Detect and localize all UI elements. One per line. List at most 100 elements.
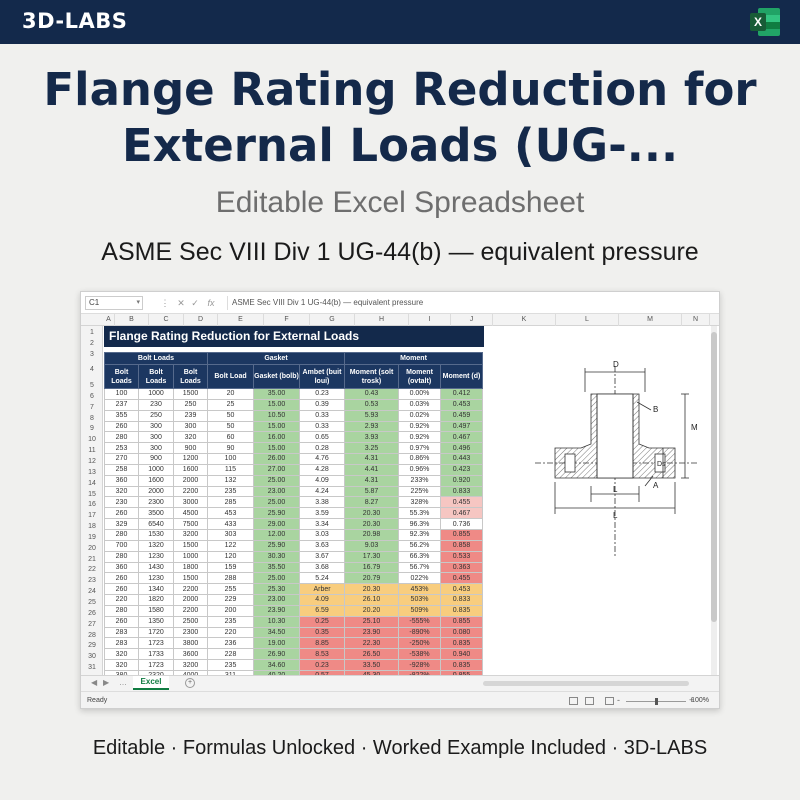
table-cell[interactable]: 1530 (138, 528, 174, 541)
column-header-i[interactable]: I (409, 314, 451, 326)
row-header[interactable]: 10 (88, 436, 96, 444)
table-cell[interactable]: 236 (207, 637, 254, 650)
table-cell[interactable]: 29.00 (253, 518, 300, 530)
table-cell[interactable]: 92.3% (398, 528, 441, 541)
table-cell[interactable]: 25 (207, 398, 254, 411)
table-cell[interactable]: 3600 (173, 648, 208, 661)
table-cell[interactable]: 233% (398, 474, 441, 487)
row-header[interactable]: 22 (88, 566, 96, 574)
table-cell[interactable]: 0.455 (440, 496, 483, 509)
table-cell[interactable]: 0.455 (440, 572, 483, 585)
table-cell[interactable]: 15.00 (253, 442, 300, 455)
row-header[interactable]: 11 (88, 447, 96, 455)
column-header-l[interactable]: L (556, 314, 619, 326)
vertical-scrollbar[interactable] (711, 326, 717, 675)
table-cell[interactable]: 0.97% (398, 442, 441, 455)
table-cell[interactable]: 1580 (138, 604, 174, 617)
name-box[interactable]: C1 ▾ (85, 296, 143, 310)
table-cell[interactable]: 96.3% (398, 518, 441, 530)
table-cell[interactable]: 60 (207, 431, 254, 444)
table-cell[interactable]: 1820 (138, 594, 174, 606)
table-cell[interactable]: 56.7% (398, 561, 441, 574)
enter-icon[interactable]: ✓ (191, 298, 199, 308)
table-cell[interactable]: 0.00% (398, 388, 441, 400)
table-cell[interactable]: 0.23 (299, 659, 345, 671)
row-header[interactable]: 26 (88, 609, 96, 617)
table-cell[interactable]: 12.00 (253, 528, 300, 541)
column-header-f[interactable]: F (264, 314, 310, 326)
table-cell[interactable]: 0.33 (299, 409, 345, 422)
table-cell[interactable]: 285 (207, 496, 254, 509)
group-header-bolt-loads[interactable]: Bolt Loads (104, 352, 208, 365)
row-header[interactable]: 23 (88, 577, 96, 585)
table-cell[interactable]: 0.453 (440, 398, 483, 411)
column-subheader[interactable]: Bolt Loads (104, 364, 139, 389)
table-cell[interactable]: 56.2% (398, 539, 441, 552)
table-cell[interactable]: 200 (207, 604, 254, 617)
table-cell[interactable]: 2300 (138, 496, 174, 509)
table-cell[interactable]: 220 (104, 594, 139, 606)
table-cell[interactable]: 17.30 (344, 550, 399, 563)
table-cell[interactable]: 320 (173, 431, 208, 444)
table-cell[interactable]: 228 (207, 648, 254, 661)
table-cell[interactable]: 20 (207, 388, 254, 400)
table-cell[interactable]: 328% (398, 496, 441, 509)
table-cell[interactable]: 3.67 (299, 550, 345, 563)
table-cell[interactable]: 253 (104, 442, 139, 455)
table-cell[interactable]: 300 (138, 431, 174, 444)
normal-view-icon[interactable] (569, 697, 578, 705)
table-cell[interactable]: 3200 (173, 659, 208, 671)
table-cell[interactable]: 34.60 (253, 659, 300, 671)
table-cell[interactable]: 2200 (173, 604, 208, 617)
table-cell[interactable]: 355 (104, 409, 139, 422)
table-cell[interactable]: 300 (138, 420, 174, 433)
table-cell[interactable]: 6540 (138, 518, 174, 530)
table-cell[interactable]: 20.30 (344, 583, 399, 596)
row-header[interactable]: 13 (88, 468, 96, 476)
column-subheader[interactable]: Moment (ovtalt) (398, 364, 441, 389)
column-subheader[interactable]: Bolt Load (207, 364, 254, 389)
column-header-a[interactable]: A (103, 314, 115, 326)
zoom-in-icon[interactable]: + (689, 695, 695, 705)
column-header-d[interactable]: D (184, 314, 218, 326)
zoom-level[interactable]: 100% (691, 697, 709, 704)
table-cell[interactable]: 700 (104, 539, 139, 552)
table-cell[interactable]: 2000 (173, 474, 208, 487)
table-cell[interactable]: 4.31 (344, 453, 399, 465)
table-cell[interactable]: 19.00 (253, 637, 300, 650)
table-cell[interactable]: 115 (207, 463, 254, 476)
table-cell[interactable]: 26.00 (253, 453, 300, 465)
table-cell[interactable]: 8.53 (299, 648, 345, 661)
table-cell[interactable]: 3000 (173, 496, 208, 509)
table-cell[interactable]: 270 (104, 453, 139, 465)
table-cell[interactable]: 30.30 (253, 550, 300, 563)
table-cell[interactable]: 280 (104, 431, 139, 444)
table-cell[interactable]: 258 (104, 463, 139, 476)
table-cell[interactable]: 235 (207, 659, 254, 671)
table-cell[interactable]: 235 (207, 615, 254, 628)
column-subheader[interactable]: Gasket (bolb) (253, 364, 300, 389)
row-header[interactable]: 16 (88, 501, 96, 509)
table-cell[interactable]: 0.25 (299, 615, 345, 628)
table-cell[interactable]: 122 (207, 539, 254, 552)
table-cell[interactable]: 4500 (173, 507, 208, 520)
table-cell[interactable]: 50 (207, 420, 254, 433)
table-cell[interactable]: 2.93 (344, 420, 399, 433)
row-header[interactable]: 1 (90, 329, 94, 336)
column-subheader[interactable]: Moment (solt trosk) (344, 364, 399, 389)
column-header-m[interactable]: M (619, 314, 682, 326)
table-cell[interactable]: 260 (104, 615, 139, 628)
table-cell[interactable]: 230 (104, 496, 139, 509)
table-cell[interactable]: 4.31 (344, 474, 399, 487)
function-icon[interactable]: fx (207, 298, 215, 308)
table-cell[interactable]: 34.50 (253, 626, 300, 639)
table-cell[interactable]: 320 (104, 659, 139, 671)
table-cell[interactable]: 4.09 (299, 594, 345, 606)
column-subheader[interactable]: Moment (d) (440, 364, 483, 389)
table-cell[interactable]: 16.79 (344, 561, 399, 574)
table-cell[interactable]: 0.02% (398, 409, 441, 422)
group-header-moment[interactable]: Moment (344, 352, 483, 365)
table-cell[interactable]: 10.30 (253, 615, 300, 628)
table-cell[interactable]: -538% (398, 648, 441, 661)
page-break-icon[interactable] (605, 697, 614, 705)
